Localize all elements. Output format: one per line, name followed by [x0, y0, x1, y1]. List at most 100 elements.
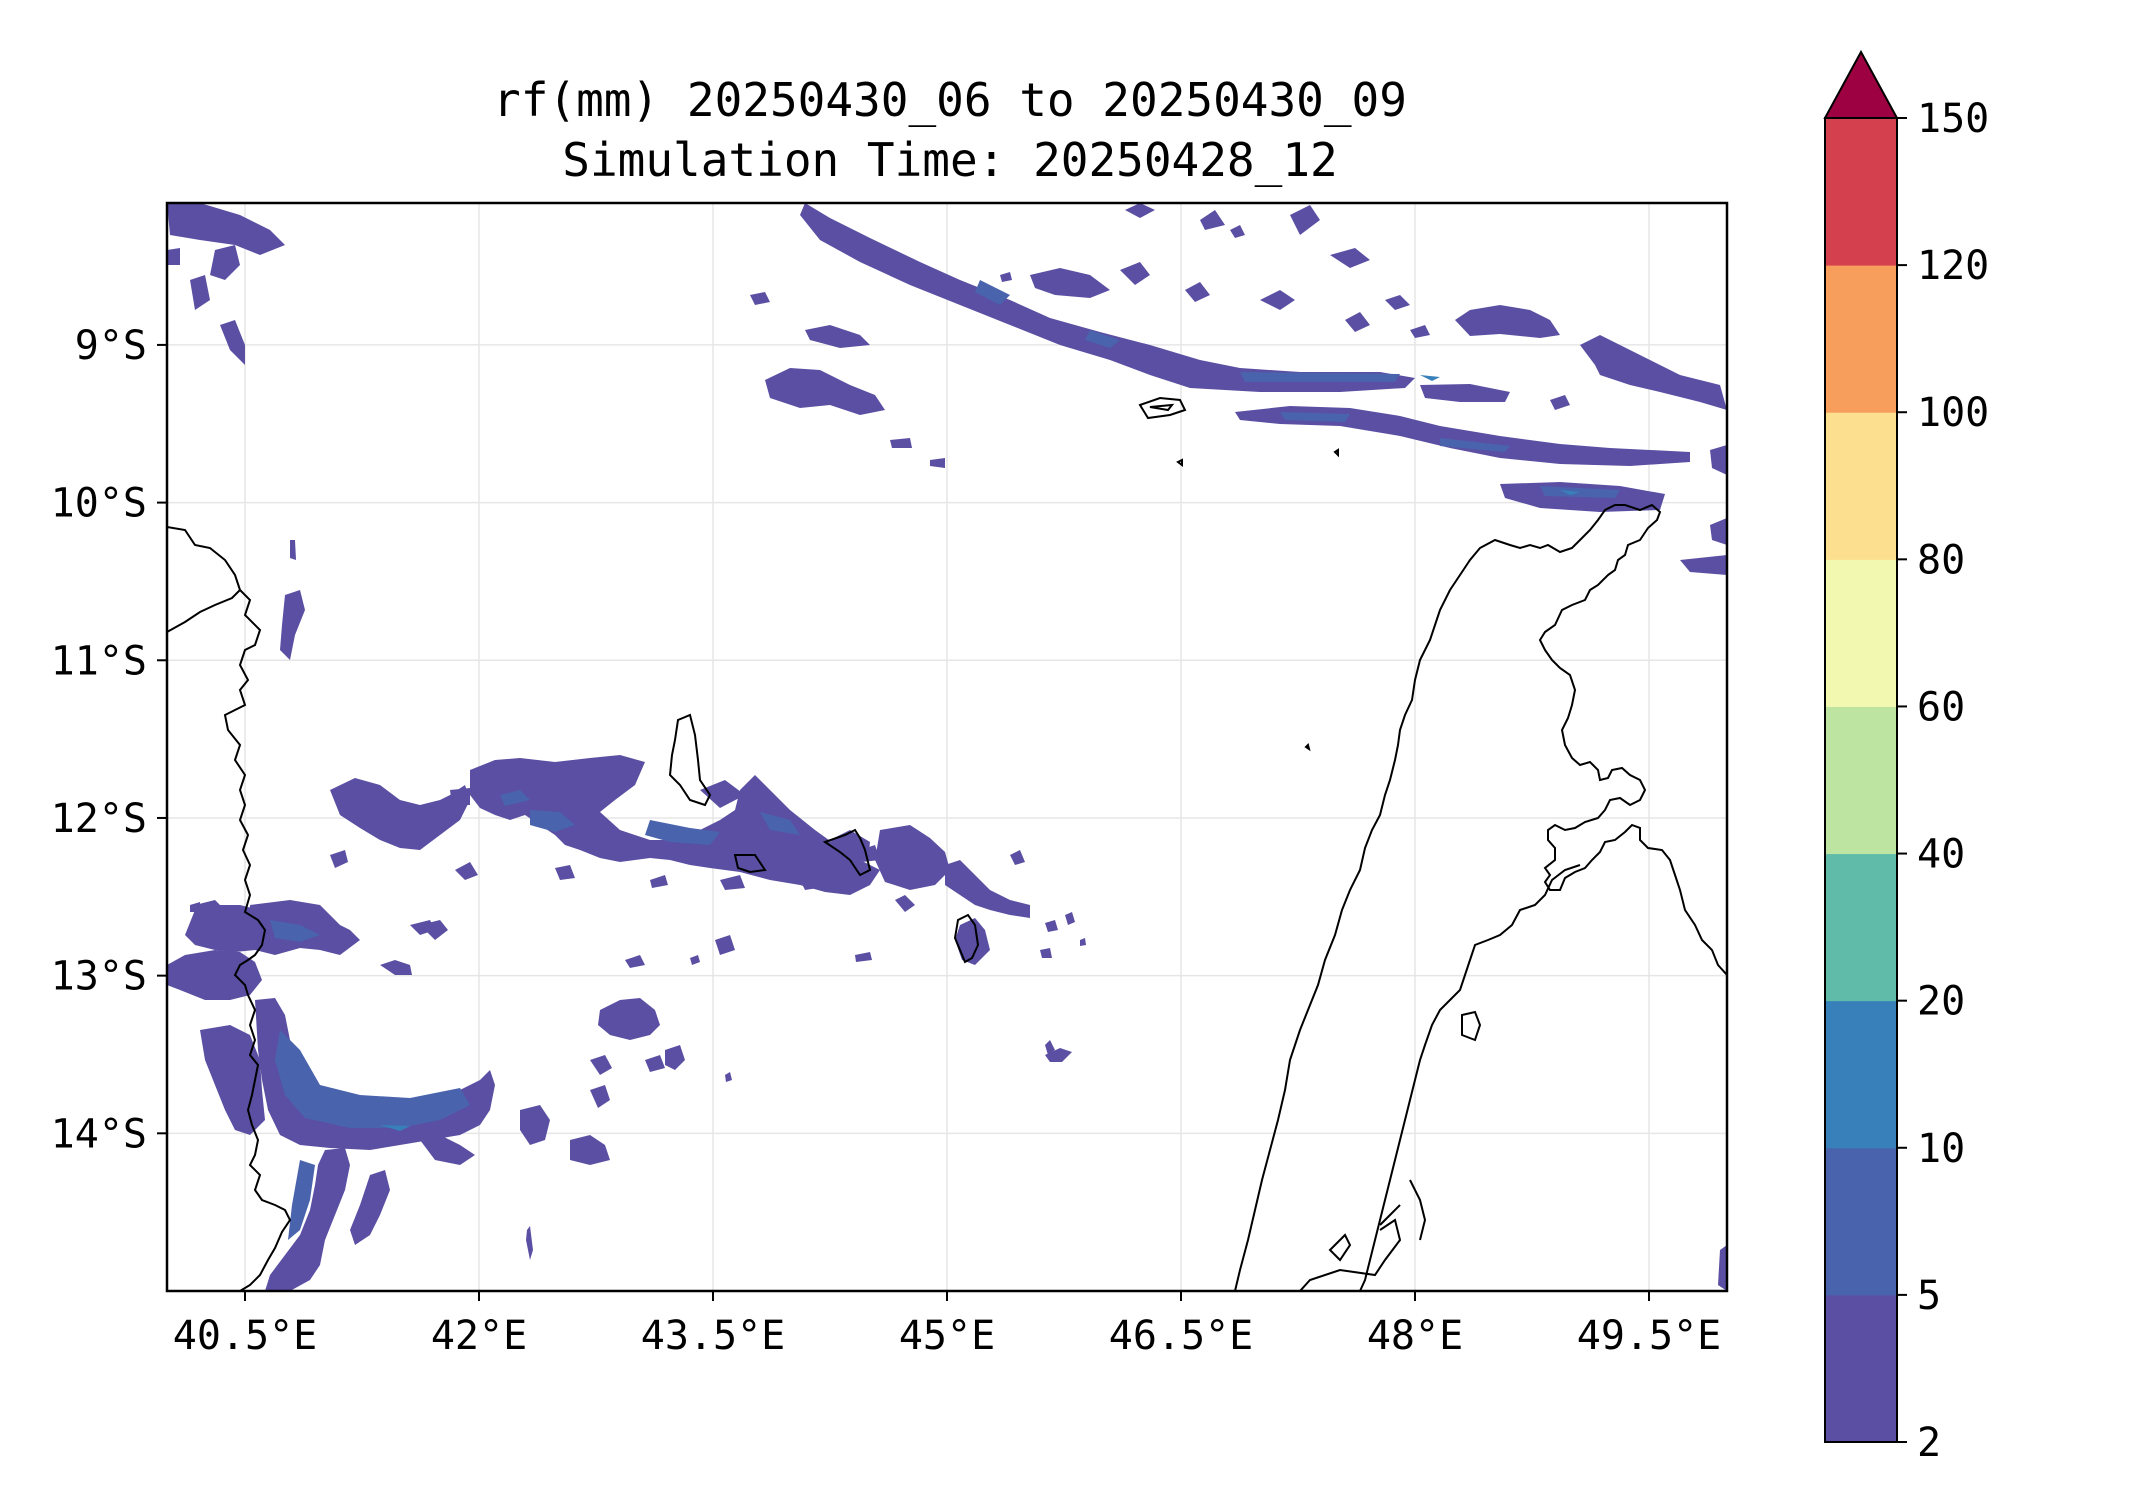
- coastline-madagascar-island: [1461, 1010, 1482, 1042]
- rain-core: [288, 1160, 315, 1240]
- colorbar-label: 40: [1917, 832, 1965, 878]
- rain-patch: [855, 952, 872, 962]
- rain-patch: [1550, 395, 1570, 410]
- rain-core: [500, 790, 530, 806]
- y-axis: 9°S 10°S 11°S 12°S 13°S 14°S: [51, 323, 167, 1157]
- coastline-anjouan: [822, 828, 872, 877]
- rain-patch: [1045, 1040, 1055, 1055]
- rain-patch: [875, 825, 950, 890]
- coastline-madagascar-coast-2: [1379, 1204, 1401, 1226]
- rain-patch: [330, 850, 348, 868]
- rain-patch: [526, 1226, 533, 1260]
- rain-patch: [265, 1148, 350, 1291]
- colorbar-label: 10: [1917, 1126, 1965, 1172]
- colorbar-segment: [1825, 853, 1897, 1002]
- colorbar-segment: [1825, 1147, 1897, 1296]
- rain-core-strong: [380, 1125, 410, 1131]
- rain-patch: [330, 778, 470, 850]
- colorbar-segment: [1825, 1294, 1897, 1443]
- rain-core: [760, 812, 800, 835]
- rain-patch: [1710, 445, 1727, 475]
- coastlines: [167, 396, 1727, 1291]
- colorbar-segment: [1825, 706, 1897, 855]
- rain-patch: [930, 458, 945, 468]
- x-tick-label: 46.5°E: [1109, 1313, 1254, 1359]
- rain-patch: [645, 1055, 665, 1072]
- rain-patch: [725, 1072, 732, 1082]
- rain-patch: [220, 320, 245, 365]
- rain-patch: [590, 1085, 610, 1108]
- rain-core: [530, 810, 575, 832]
- rain-patch: [598, 998, 660, 1040]
- rain-patch: [765, 368, 885, 415]
- coastline-africa: [167, 526, 292, 1291]
- rain-patch: [1125, 203, 1155, 218]
- rain-core: [1085, 330, 1120, 348]
- colorbar-segment: [1825, 412, 1897, 560]
- colorbar-label: 80: [1917, 537, 1965, 583]
- rain-patch: [800, 875, 818, 890]
- colorbar-label: 5: [1917, 1273, 1941, 1319]
- coastline-grande-comore: [668, 713, 712, 807]
- rain-patch: [420, 1135, 475, 1165]
- rain-patch: [590, 1055, 612, 1075]
- colorbar-frame: [1824, 117, 1898, 1443]
- colorbar: 2 5 10 20 40 60 80 100 120 150: [1823, 49, 1989, 1466]
- rain-patch: [185, 905, 280, 952]
- rain-patch: [195, 958, 220, 978]
- x-tick-label: 40.5°E: [173, 1313, 318, 1359]
- rain-patch: [800, 203, 1415, 392]
- x-tick-label: 48°E: [1367, 1313, 1463, 1359]
- coastline-islet: [1333, 448, 1339, 458]
- coastline-madagascar-west: [1359, 864, 1581, 1291]
- coastline-moheli: [733, 854, 767, 874]
- colorbar-label: 150: [1917, 96, 1989, 142]
- x-tick-label: 42°E: [431, 1313, 527, 1359]
- title-line-1: rf(mm) 20250430_06 to 20250430_09: [493, 73, 1407, 127]
- rain-patch: [700, 780, 745, 808]
- y-tick-label: 10°S: [51, 481, 147, 527]
- colorbar-label: 2: [1917, 1420, 1941, 1466]
- colorbar-segment: [1825, 265, 1897, 413]
- colorbar-label: 100: [1917, 390, 1989, 436]
- rain-patch: [625, 955, 645, 968]
- colorbar-label: 20: [1917, 979, 1965, 1025]
- coastline-aldabra: [1138, 396, 1187, 420]
- colorbar-segment: [1825, 118, 1897, 266]
- rain-patch: [420, 920, 448, 940]
- rain-patch: [380, 960, 412, 975]
- x-tick-label: 45°E: [899, 1313, 995, 1359]
- rain-patch: [1065, 912, 1075, 925]
- rain-patch: [1710, 518, 1727, 545]
- rain-core-strong: [1560, 490, 1580, 495]
- rain-patch: [1580, 335, 1727, 410]
- rain-patch: [290, 540, 296, 560]
- rain-patch: [1185, 282, 1210, 302]
- x-tick-label: 49.5°E: [1577, 1313, 1722, 1359]
- rain-patch: [1040, 948, 1052, 958]
- coastline-nosy-be: [1328, 1233, 1352, 1262]
- rain-patch: [167, 248, 180, 265]
- rain-patch: [930, 850, 940, 870]
- coastline-islet: [1176, 458, 1183, 467]
- coastline-madagascar-bay: [1299, 1218, 1402, 1291]
- colorbar-segment: [1825, 1000, 1897, 1149]
- colorbar-label: 120: [1917, 243, 1989, 289]
- rain-patch: [1718, 1245, 1727, 1291]
- rain-patch: [167, 950, 262, 1000]
- colorbar-label: 60: [1917, 684, 1965, 730]
- rain-patch: [715, 935, 735, 955]
- rain-patch: [1680, 555, 1727, 575]
- rain-patch: [955, 918, 990, 965]
- rain-patch: [1330, 248, 1370, 268]
- rain-patch: [1345, 312, 1370, 332]
- rain-core: [1280, 412, 1350, 422]
- rain-patch: [1045, 920, 1058, 932]
- rain-patch: [945, 860, 1030, 918]
- rain-patch: [720, 875, 745, 890]
- rain-patch: [555, 865, 575, 880]
- rain-patch: [1200, 210, 1225, 230]
- rain-patch: [1010, 850, 1025, 865]
- y-tick-label: 13°S: [51, 954, 147, 1000]
- rain-patch: [565, 790, 600, 818]
